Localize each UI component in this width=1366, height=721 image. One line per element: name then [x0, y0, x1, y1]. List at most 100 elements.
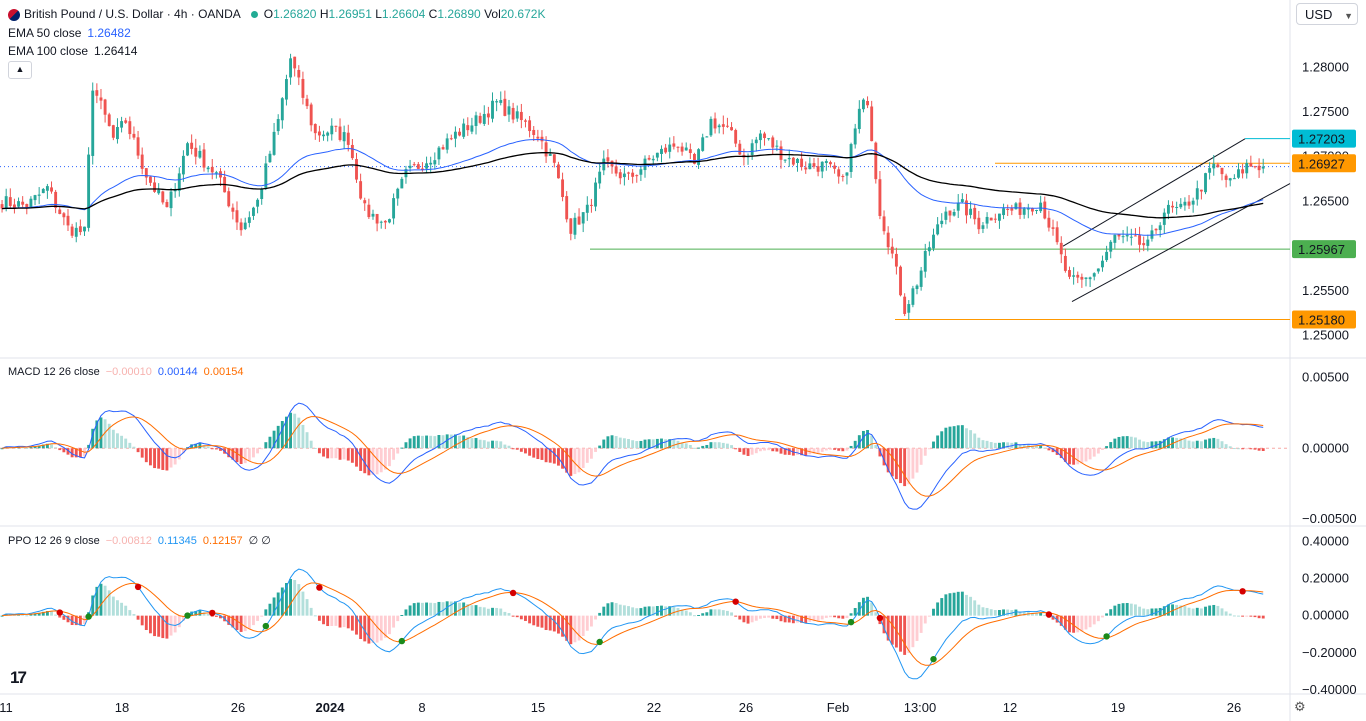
ohlc-vol-label: Vol: [484, 7, 501, 21]
ppo-histogram-bar: [1158, 607, 1162, 616]
ppo-histogram-bar: [177, 615, 181, 628]
macd-histogram-bar: [944, 427, 948, 449]
candle-body: [144, 168, 148, 178]
candle-body: [45, 186, 49, 191]
ppo-histogram-bar: [585, 615, 589, 631]
ppo-histogram-bar: [816, 615, 820, 622]
macd-histogram-bar: [153, 448, 156, 469]
candle-body: [153, 182, 156, 192]
macd-histogram-bar: [960, 425, 964, 449]
candle-body: [1187, 201, 1191, 206]
macd-value: 0.00144: [157, 366, 198, 378]
ppo-legend[interactable]: PPO 12 26 9 close −0.00812 0.11345 0.12157 ∅…: [8, 534, 271, 547]
ppo-histogram-bar: [515, 615, 519, 618]
ppo-crossover-dot: [209, 609, 216, 617]
macd-tick-label: −0.00500: [1302, 511, 1357, 526]
ppo-histogram-bar: [915, 615, 919, 641]
candle-body: [602, 158, 606, 171]
ppo-histogram-bar: [1195, 607, 1199, 616]
ema50-legend[interactable]: EMA 50 close 1.26482: [8, 26, 131, 40]
macd-histogram-bar: [231, 448, 235, 460]
ppo-histogram-bar: [973, 600, 977, 616]
macd-legend[interactable]: MACD 12 26 close −0.00010 0.00144 0.00154: [8, 366, 243, 378]
ppo-histogram-bar: [425, 602, 429, 616]
macd-histogram-bar: [161, 448, 165, 470]
macd-histogram-bar: [849, 445, 853, 449]
macd-histogram-bar: [1150, 441, 1154, 449]
candle-body: [709, 118, 713, 136]
ppo-histogram-bar: [1237, 615, 1240, 617]
macd-histogram-bar: [272, 430, 276, 449]
ppo-histogram-bar: [272, 597, 276, 616]
candle-body: [499, 100, 503, 103]
ppo-histogram-bar: [355, 615, 358, 635]
macd-histogram-bar: [557, 448, 560, 466]
ppo-histogram-bar: [1150, 608, 1154, 616]
macd-histogram-bar: [330, 448, 334, 459]
ppo-histogram-bar: [725, 610, 729, 616]
macd-histogram-bar: [1030, 445, 1034, 449]
tradingview-logo[interactable]: 17: [10, 668, 27, 687]
ppo-histogram-bar: [400, 615, 404, 617]
ppo-histogram-bar: [289, 578, 293, 616]
ppo-histogram-bar: [219, 615, 222, 619]
ppo-histogram-bar: [841, 615, 845, 619]
macd-histogram-bar: [548, 448, 552, 463]
macd-histogram-bar: [342, 448, 346, 460]
time-tick-label: 13:00: [904, 700, 937, 715]
ppo-histogram-bar: [1068, 615, 1071, 633]
candle-body: [940, 220, 944, 225]
ppo-histogram-bar: [317, 615, 321, 621]
candle-body: [1257, 165, 1261, 171]
ppo-histogram-bar: [495, 607, 499, 616]
candle-body: [1072, 275, 1076, 277]
macd-histogram-bar: [725, 443, 729, 449]
ema100-legend[interactable]: EMA 100 close 1.26414: [8, 44, 137, 58]
candle-body: [66, 215, 70, 226]
candle-body: [701, 137, 705, 151]
candle-body: [297, 69, 301, 78]
ppo-histogram-bar: [70, 615, 74, 626]
macd-histogram-bar: [915, 448, 919, 473]
macd-histogram-bar: [74, 448, 78, 458]
candle-body: [639, 169, 643, 175]
currency-selector[interactable]: USD ▼: [1296, 3, 1358, 25]
ppo-histogram-bar: [655, 606, 659, 616]
candle-body: [305, 98, 309, 107]
ppo-histogram-bar: [845, 615, 849, 619]
macd-histogram-bar: [1101, 448, 1104, 450]
ppo-histogram-bar: [388, 615, 391, 635]
ppo-histogram-bar: [837, 615, 841, 619]
ppo-histogram-bar: [157, 615, 161, 637]
macd-histogram-bar: [911, 448, 915, 479]
ppo-value: 0.11345: [157, 535, 197, 547]
symbol-title[interactable]: British Pound / U.S. Dollar · 4h · OANDA: [24, 7, 241, 21]
macd-histogram-bar: [622, 438, 626, 449]
macd-histogram-bar: [1014, 442, 1018, 449]
ppo-histogram-bar: [326, 615, 330, 627]
candle-body: [1204, 173, 1207, 193]
price-tick-label: 1.25000: [1302, 328, 1349, 343]
gear-icon[interactable]: ⚙: [1294, 699, 1306, 714]
candle-body: [12, 204, 16, 208]
ppo-histogram-bar: [346, 615, 350, 629]
ppo-histogram-bar: [767, 615, 771, 618]
ppo-histogram-bar: [1092, 615, 1096, 625]
macd-histogram-bar: [688, 445, 692, 449]
collapse-legend-button[interactable]: ▲: [8, 61, 32, 79]
macd-histogram-bar: [1232, 448, 1236, 450]
macd-histogram-bar: [1134, 437, 1137, 449]
macd-histogram-bar: [1018, 444, 1022, 449]
macd-histogram-bar: [618, 437, 622, 449]
candle-body: [239, 222, 243, 231]
ppo-histogram-bar: [651, 606, 655, 616]
candle-body: [165, 202, 169, 208]
macd-histogram-bar: [1245, 448, 1249, 450]
ppo-histogram-bar: [416, 602, 420, 616]
macd-histogram-bar: [932, 441, 935, 449]
candle-body: [235, 210, 239, 223]
macd-histogram-bar: [1006, 442, 1010, 449]
ppo-tick-label: −0.40000: [1302, 682, 1357, 697]
candle-body: [466, 125, 470, 131]
